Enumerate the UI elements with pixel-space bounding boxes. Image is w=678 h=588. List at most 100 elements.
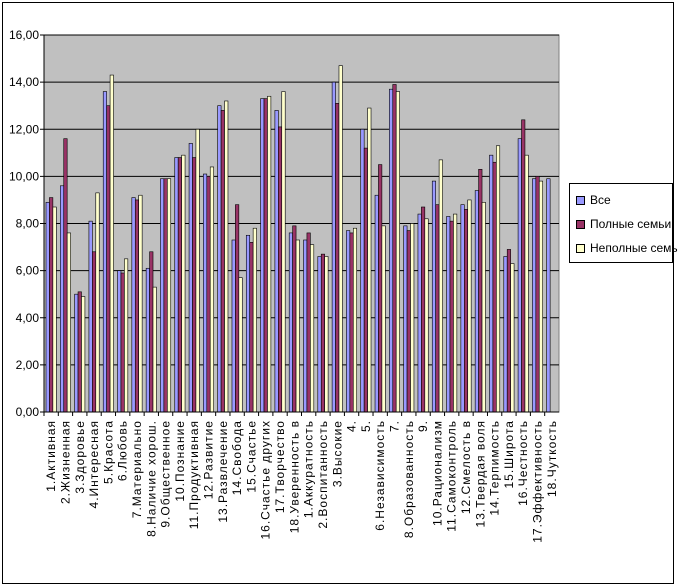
bar	[149, 251, 154, 413]
bar	[131, 197, 136, 413]
bar	[109, 74, 114, 413]
bar	[95, 192, 100, 413]
bar	[352, 227, 358, 413]
bar	[435, 204, 440, 413]
y-tick-labels: 0,00 2,00 4,00 6,00 8,00 10,00 12,00 14,00 16,00	[9, 28, 39, 419]
bar	[424, 218, 429, 413]
bar	[49, 197, 54, 413]
bar	[320, 253, 325, 413]
x-tick-label: 2.Жизненная	[58, 420, 72, 504]
bar	[363, 147, 368, 413]
bar	[117, 270, 122, 413]
x-tick-label: 6.Любовь	[116, 420, 130, 481]
bar	[421, 206, 426, 413]
legend-label-incomplete-families: Неполные семьи	[590, 241, 678, 255]
bar	[278, 126, 283, 413]
bar	[267, 95, 272, 413]
bar	[360, 128, 365, 413]
bar	[317, 256, 322, 413]
bar	[503, 256, 508, 413]
bar	[63, 138, 68, 413]
bar	[403, 225, 408, 413]
bar	[481, 201, 486, 413]
bar	[195, 128, 200, 413]
bar	[174, 157, 179, 413]
y-tick-label: 16,00	[9, 28, 39, 42]
bar	[378, 164, 383, 413]
x-tick-label: 8.Наличие хорош.	[144, 420, 158, 537]
bar	[92, 251, 97, 413]
bar	[521, 119, 526, 413]
bar	[374, 194, 379, 413]
bar	[245, 234, 251, 413]
bar	[167, 178, 172, 413]
bar	[288, 232, 293, 413]
bar	[389, 88, 394, 413]
bar	[77, 291, 82, 413]
x-tick-label: 3.Высокие	[330, 420, 344, 487]
bar	[417, 213, 422, 413]
x-tick-label: 1.Аккуратность	[302, 420, 316, 518]
bar	[120, 272, 125, 413]
bar	[310, 244, 315, 413]
bar	[235, 204, 240, 413]
x-tick-label: 15.Широта	[502, 420, 516, 489]
y-tick-label: 6,00	[16, 264, 40, 278]
x-tick-label: 11.Продуктивная	[187, 420, 201, 529]
bar	[453, 213, 458, 413]
bar	[467, 199, 472, 413]
y-tick-label: 4,00	[16, 311, 40, 325]
x-tick-label: 7.Материально	[130, 420, 144, 518]
bar	[209, 166, 214, 413]
bar	[192, 157, 197, 413]
bar	[535, 176, 540, 413]
bar	[306, 232, 311, 413]
axes	[40, 34, 559, 416]
bar	[532, 178, 537, 413]
bar	[188, 143, 193, 413]
legend-swatch-incomplete-families	[576, 244, 585, 254]
bar	[60, 185, 65, 413]
bar	[274, 110, 279, 413]
x-tick-label: 4.Интересная	[87, 420, 101, 508]
x-tick-label: 8.Образованность	[402, 420, 416, 538]
y-tick-label: 10,00	[9, 169, 39, 183]
bar	[446, 216, 451, 413]
bar	[492, 161, 497, 413]
x-tick-label: 13.Твердая воля	[473, 420, 487, 527]
bar	[324, 256, 329, 413]
bar	[463, 209, 469, 413]
y-tick-label: 14,00	[9, 75, 39, 89]
bar	[489, 154, 494, 413]
bar	[138, 194, 143, 413]
bar	[517, 138, 522, 413]
bar	[510, 263, 515, 413]
bar	[231, 239, 236, 413]
bar	[367, 107, 372, 413]
bar	[260, 98, 265, 413]
x-tick-label: 2.Воспитанность	[316, 420, 330, 529]
bar	[263, 98, 268, 413]
bar	[106, 105, 111, 413]
legend: Все Полные семьи Неполные семьи	[569, 183, 678, 263]
bar	[163, 178, 168, 413]
bar	[52, 206, 57, 413]
x-tick-label: 10.Познание	[173, 420, 187, 502]
bar	[449, 220, 454, 413]
bar	[381, 225, 386, 413]
bar	[152, 286, 157, 413]
x-tick-label: 6.Независимость	[373, 420, 387, 531]
bar	[406, 230, 411, 413]
bar	[460, 204, 465, 413]
x-tick-label: 4.	[345, 420, 359, 432]
bar	[252, 227, 257, 413]
x-tick-label: 12.Развитие	[202, 420, 216, 499]
x-tick-label: 12.Смелость в	[459, 420, 473, 514]
bar	[392, 84, 397, 413]
bar	[349, 232, 354, 413]
bar	[331, 81, 336, 413]
bar	[295, 239, 300, 413]
legend-label-all: Все	[590, 193, 611, 207]
x-tick-label: 9.	[416, 420, 430, 432]
